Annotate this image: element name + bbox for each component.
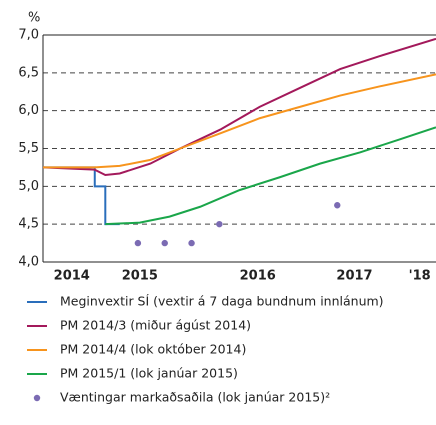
y-tick-label: 5,5: [18, 141, 39, 156]
dot: [134, 239, 142, 247]
dot: [161, 239, 168, 247]
legend-label: Meginvextir SÍ (vextir á 7 daga bundnum …: [60, 294, 384, 309]
legend-marker: [33, 394, 41, 402]
series-line: [105, 126, 436, 226]
legend-label: PM 2014/4 (lok október 2014): [60, 342, 246, 357]
dot: [188, 239, 195, 247]
x-tick-label: 2017: [336, 269, 372, 284]
y-tick-label: 6,0: [18, 103, 39, 118]
series-line: [42, 37, 436, 177]
y-tick-label: 5,0: [18, 179, 39, 194]
legend-label: PM 2015/1 (lok janúar 2015): [60, 366, 238, 381]
y-axis-label: %: [28, 11, 40, 26]
legend-label: Væntingar markaðsaðila (lok janúar 2015)…: [60, 390, 330, 405]
x-tick-label: '18: [409, 269, 431, 284]
y-tick-label: 4,5: [18, 217, 39, 232]
x-tick-label: 2014: [54, 269, 90, 284]
series-line: [43, 73, 436, 169]
dot: [334, 202, 341, 209]
y-tick-label: 6,5: [18, 65, 39, 80]
x-tick-label: 2016: [240, 269, 276, 284]
dot: [216, 220, 223, 228]
y-tick-label: 4,0: [18, 255, 39, 270]
series-line: [43, 166, 120, 226]
x-tick-label: 2015: [122, 269, 158, 284]
y-tick-label: 7,0: [18, 28, 39, 43]
legend-label: PM 2014/3 (miður ágúst 2014): [60, 318, 251, 333]
